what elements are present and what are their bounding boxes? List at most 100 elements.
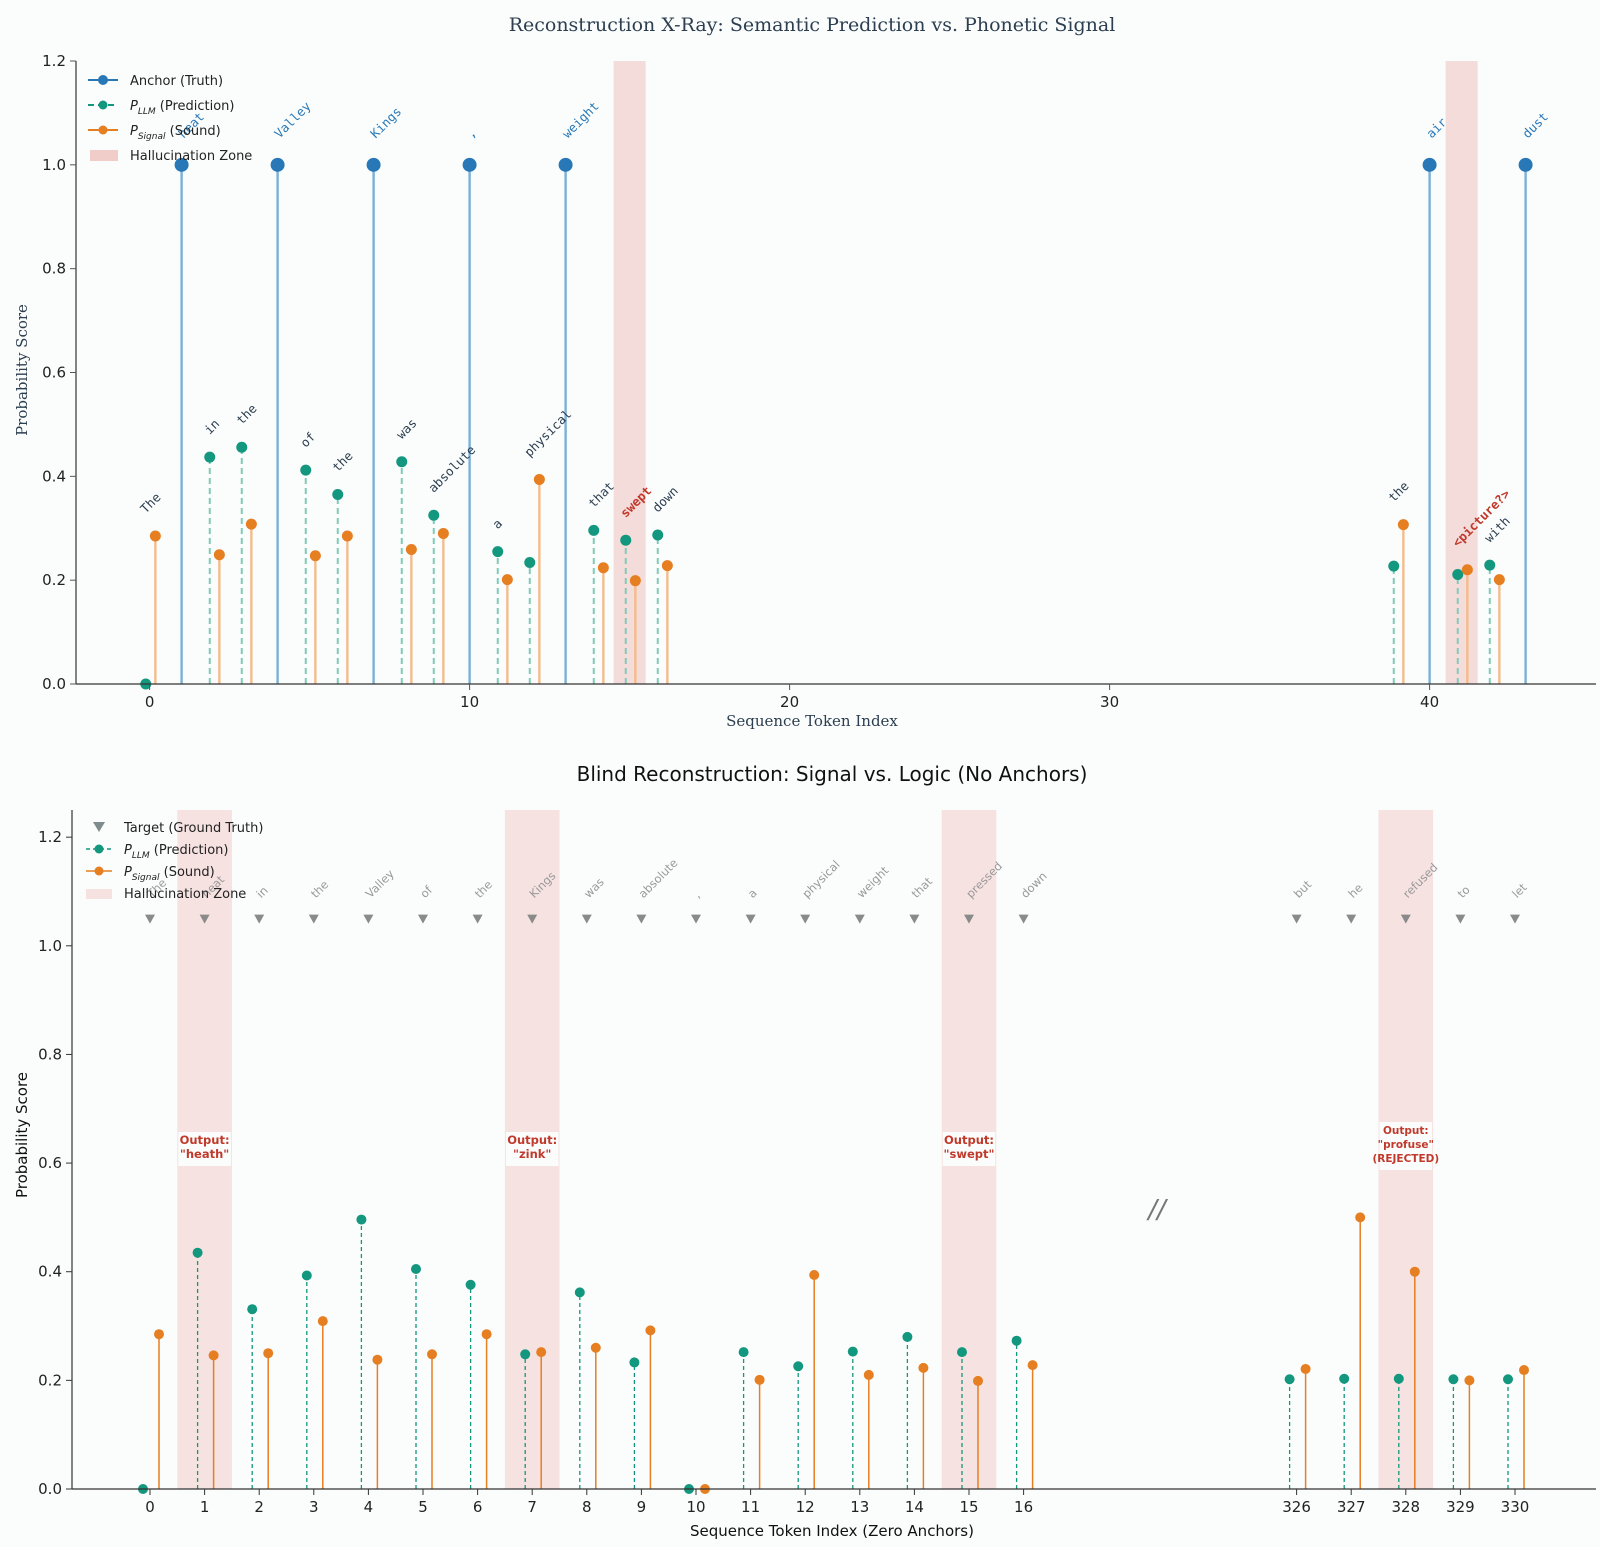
- target-marker: [418, 914, 428, 924]
- blind-ytick-label: 0.4: [38, 1263, 62, 1281]
- xray-hallucination-zone: [613, 61, 646, 684]
- llm-point: [428, 509, 440, 521]
- blind-xtick-label: 7: [527, 1498, 537, 1516]
- llm-point: [620, 534, 632, 546]
- target-label: ,: [690, 888, 702, 900]
- signal-point: [1493, 574, 1505, 586]
- blind-xlabel: Sequence Token Index (Zero Anchors): [690, 1522, 974, 1540]
- llm-point: [492, 546, 504, 558]
- llm-point: [396, 456, 408, 468]
- llm-point: [1452, 568, 1464, 580]
- llm-point: [332, 489, 344, 501]
- target-label: Valley: [363, 866, 397, 900]
- legend-signal-marker: [94, 866, 104, 876]
- xray-ytick-label: 0.0: [42, 675, 66, 693]
- llm-point: [629, 1357, 640, 1368]
- target-label: the: [472, 878, 495, 901]
- target-label: weight: [854, 863, 892, 901]
- blind-xtick-label: 8: [582, 1498, 592, 1516]
- xray-xtick-label: 40: [1420, 693, 1439, 711]
- blind-xtick-label: 14: [905, 1498, 924, 1516]
- llm-point: [247, 1304, 258, 1315]
- llm-point: [300, 464, 312, 476]
- anchor-point: [174, 157, 189, 172]
- blind-ylabel: Probability Score: [13, 1072, 31, 1198]
- xray-legend: Anchor (Truth) PLLM (Prediction) PSignal…: [88, 74, 252, 164]
- xray-chart: Reconstruction X-Ray: Semantic Predictio…: [13, 14, 1596, 730]
- target-label: in: [253, 883, 270, 900]
- xray-ytick-label: 0.2: [42, 571, 66, 589]
- anchor-point: [270, 157, 285, 172]
- output-label: "heath": [180, 1147, 229, 1161]
- signal-point: [154, 1329, 164, 1340]
- signal-point: [1355, 1212, 1366, 1223]
- blind-xtick-label: 12: [796, 1498, 815, 1516]
- signal-point: [1300, 1363, 1311, 1374]
- blind-xtick-label: 328: [1391, 1498, 1420, 1516]
- llm-point: [847, 1346, 858, 1357]
- signal-point: [481, 1329, 492, 1340]
- llm-point: [1503, 1374, 1513, 1385]
- blind-xtick-label: 1: [200, 1498, 210, 1516]
- llm-point: [1339, 1373, 1350, 1384]
- anchor-point: [462, 157, 477, 172]
- output-label: Output:: [1383, 1125, 1429, 1137]
- target-marker: [363, 914, 374, 924]
- llm-point: [588, 524, 600, 536]
- signal-point: [245, 518, 257, 530]
- legend-anchor-marker: [98, 75, 108, 85]
- target-label: absolute: [636, 856, 681, 901]
- blind-xtick-label: 10: [686, 1498, 705, 1516]
- signal-point: [317, 1316, 328, 1327]
- llm-point: [1484, 559, 1496, 571]
- blind-ytick-label: 0.6: [38, 1154, 62, 1172]
- xray-xtick-label: 0: [145, 693, 155, 711]
- blind-chart: Blind Reconstruction: Signal vs. Logic (…: [13, 762, 1596, 1540]
- llm-point: [1393, 1373, 1404, 1384]
- target-marker: [854, 914, 865, 924]
- legend-zone-label: Hallucination Zone: [130, 149, 252, 164]
- blind-xtick-label: 0: [145, 1498, 155, 1516]
- legend-anchor-label: Anchor (Truth): [130, 74, 223, 89]
- xray-ylabel: Probability Score: [13, 304, 31, 436]
- llm-point: [902, 1331, 913, 1342]
- target-marker: [745, 914, 756, 924]
- blind-xtick-label: 329: [1446, 1498, 1475, 1516]
- llm-point: [192, 1247, 203, 1258]
- xray-plot-area: [76, 61, 1596, 684]
- signal-point: [263, 1348, 274, 1359]
- target-marker: [199, 914, 210, 924]
- target-marker: [909, 914, 920, 924]
- legend-signal-label: PSignal (Sound): [124, 865, 215, 883]
- legend-signal-label: PSignal (Sound): [130, 124, 221, 142]
- target-marker: [1291, 914, 1302, 924]
- signal-point: [661, 560, 673, 572]
- signal-point: [341, 530, 353, 542]
- anchor-point: [558, 157, 573, 172]
- signal-point: [405, 544, 417, 556]
- xray-ytick-label: 1.0: [42, 156, 66, 174]
- blind-legend: Target (Ground Truth) PLLM (Prediction) …: [86, 821, 263, 902]
- target-marker: [527, 914, 538, 924]
- llm-point: [301, 1270, 312, 1281]
- target-marker: [1455, 914, 1466, 924]
- output-label: "profuse": [1378, 1139, 1434, 1151]
- legend-llm-marker: [98, 100, 108, 110]
- xray-xtick-label: 30: [1100, 693, 1119, 711]
- blind-xtick-label: 15: [959, 1498, 978, 1516]
- target-marker: [254, 914, 265, 924]
- legend-llm-label: PLLM (Prediction): [130, 99, 235, 117]
- legend-signal-marker: [98, 125, 108, 135]
- blind-ytick-label: 1.2: [38, 828, 62, 846]
- target-marker: [308, 914, 319, 924]
- blind-xtick-label: 4: [364, 1498, 374, 1516]
- target-label: down: [1018, 869, 1050, 901]
- blind-xtick-label: 11: [741, 1498, 760, 1516]
- axis-break-mark: //: [1146, 1195, 1169, 1225]
- target-marker: [964, 914, 974, 924]
- xray-ytick-label: 0.6: [42, 364, 66, 382]
- llm-point: [738, 1347, 749, 1358]
- output-label: Output:: [507, 1133, 557, 1147]
- target-marker: [472, 914, 483, 924]
- blind-xtick-label: 2: [254, 1498, 264, 1516]
